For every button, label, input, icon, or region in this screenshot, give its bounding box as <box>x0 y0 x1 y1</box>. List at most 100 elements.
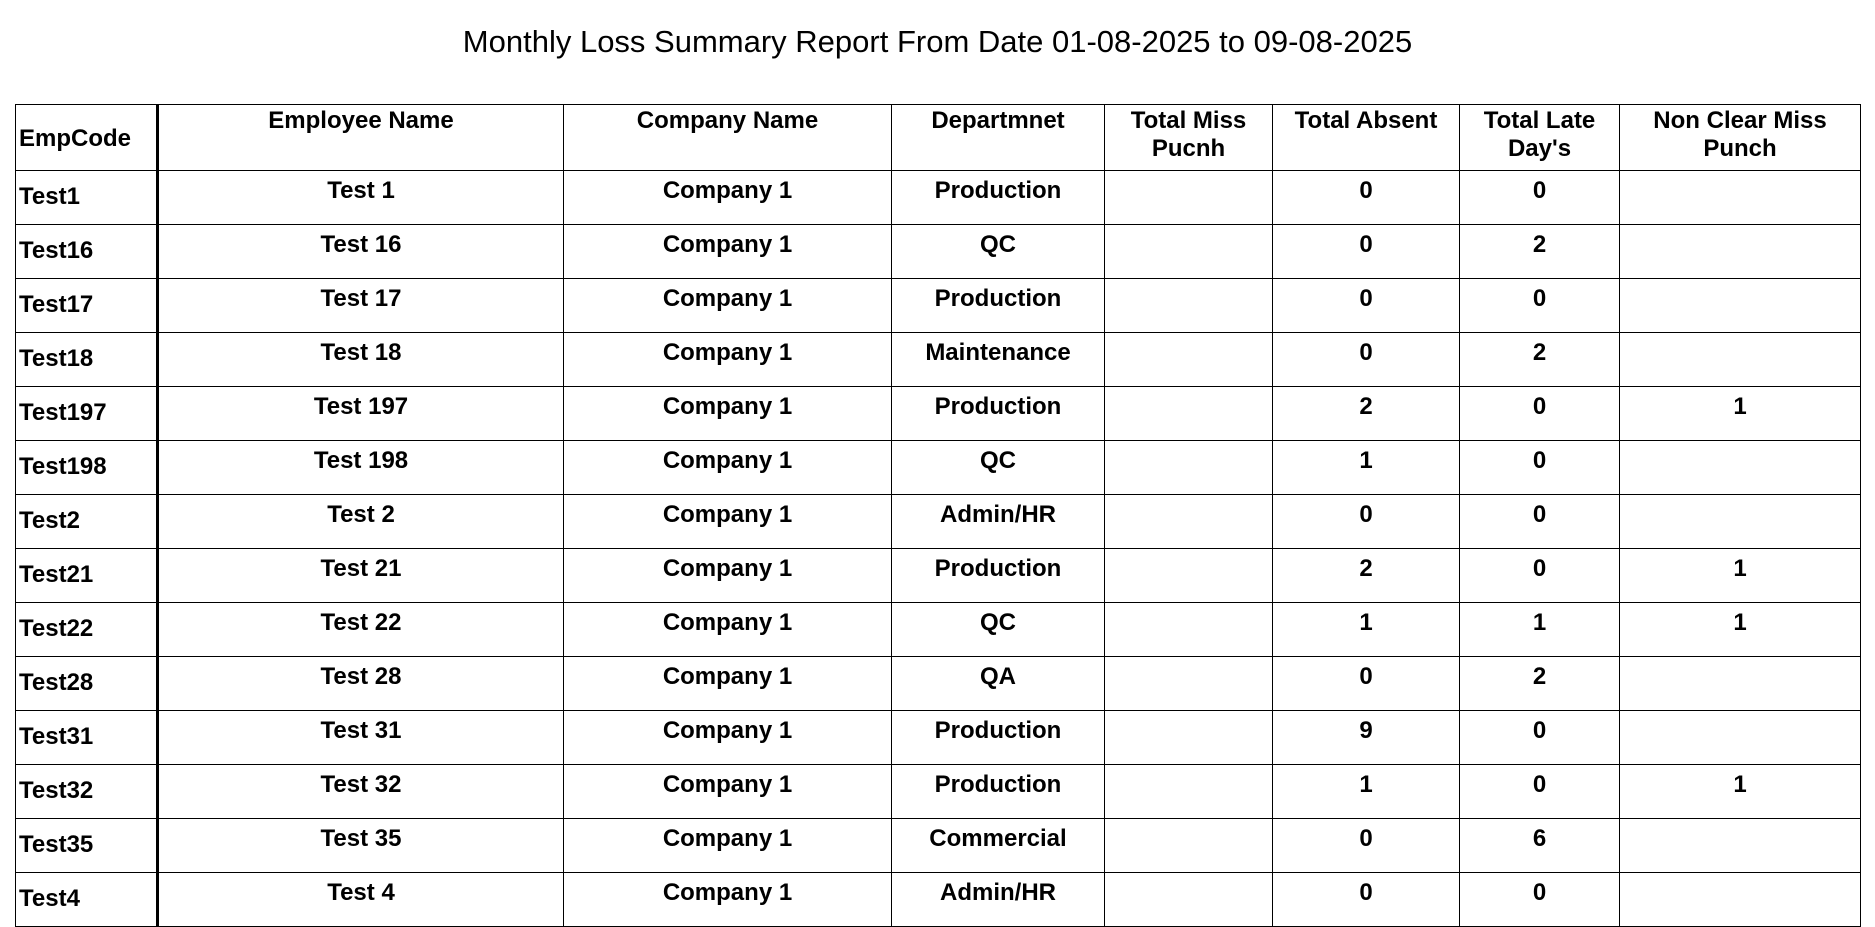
table-cell: Test 31 <box>157 710 564 765</box>
table-cell: Company 1 <box>563 602 892 657</box>
report-title: Monthly Loss Summary Report From Date 01… <box>462 24 1413 59</box>
table-cell <box>1104 602 1273 657</box>
table-cell: 6 <box>1459 818 1620 873</box>
table-row: Test21 Test 21 Company 1 Production 2 0 1 <box>15 548 1861 603</box>
table-cell: Company 1 <box>563 764 892 819</box>
column-header: Company Name <box>563 104 892 171</box>
table-cell: Test18 <box>15 332 159 387</box>
table-cell <box>1104 494 1273 549</box>
table-cell: Company 1 <box>563 278 892 333</box>
table-cell: Test 32 <box>157 764 564 819</box>
table-cell: 1 <box>1619 386 1861 441</box>
table-cell: 1 <box>1272 764 1460 819</box>
table-cell: Production <box>891 548 1105 603</box>
table-cell: 1 <box>1619 602 1861 657</box>
table-row: Test16 Test 16 Company 1 QC 0 2 <box>15 224 1861 279</box>
table-cell: 0 <box>1459 548 1620 603</box>
table-row: Test22 Test 22 Company 1 QC 1 1 1 <box>15 602 1861 657</box>
table-cell: Test22 <box>15 602 159 657</box>
table-cell <box>1619 710 1861 765</box>
table-row: Test197 Test 197 Company 1 Production 2 0 1 <box>15 386 1861 441</box>
table-cell <box>1104 818 1273 873</box>
table-cell <box>1104 170 1273 225</box>
table-cell: Test 21 <box>157 548 564 603</box>
table-cell: 0 <box>1272 494 1460 549</box>
table-cell: 0 <box>1272 332 1460 387</box>
table-cell <box>1104 386 1273 441</box>
table-cell: Test 2 <box>157 494 564 549</box>
table-cell: Test 18 <box>157 332 564 387</box>
table-cell: Test31 <box>15 710 159 765</box>
table-cell <box>1619 818 1861 873</box>
table-cell: 0 <box>1459 278 1620 333</box>
header-row: EmpCode Employee Name Company Name Departmn… <box>15 104 1861 171</box>
table-cell: Company 1 <box>563 332 892 387</box>
table-cell <box>1104 224 1273 279</box>
table-cell <box>1104 278 1273 333</box>
table-cell: Test 1 <box>157 170 564 225</box>
table-cell: Admin/HR <box>891 494 1105 549</box>
table-cell: 0 <box>1459 440 1620 495</box>
table-cell: 0 <box>1272 278 1460 333</box>
table-cell: 2 <box>1459 224 1620 279</box>
table-cell: Test16 <box>15 224 159 279</box>
table-row: Test2 Test 2 Company 1 Admin/HR 0 0 <box>15 494 1861 549</box>
table-cell: Test 28 <box>157 656 564 711</box>
table-cell: Test198 <box>15 440 159 495</box>
table-cell: Test17 <box>15 278 159 333</box>
table-cell <box>1619 170 1861 225</box>
table-cell: QA <box>891 656 1105 711</box>
table-cell: Test2 <box>15 494 159 549</box>
table-cell <box>1619 278 1861 333</box>
table-cell: 1 <box>1459 602 1620 657</box>
table-row: Test35 Test 35 Company 1 Commercial 0 6 <box>15 818 1861 873</box>
table-cell: 2 <box>1459 332 1620 387</box>
column-header: EmpCode <box>15 104 159 171</box>
table-cell: 9 <box>1272 710 1460 765</box>
table-cell: 2 <box>1272 548 1460 603</box>
table-cell: Production <box>891 278 1105 333</box>
table-cell: Company 1 <box>563 494 892 549</box>
table-cell: Test 197 <box>157 386 564 441</box>
table-cell: 2 <box>1459 656 1620 711</box>
table-cell: 0 <box>1272 818 1460 873</box>
table-cell: Test32 <box>15 764 159 819</box>
table-cell: Production <box>891 170 1105 225</box>
page: Monthly Loss Summary Report From Date 01… <box>15 24 1861 927</box>
table-cell: 0 <box>1459 764 1620 819</box>
table-cell: Commercial <box>891 818 1105 873</box>
table-cell: Test35 <box>15 818 159 873</box>
table-cell: Production <box>891 764 1105 819</box>
table-cell <box>1619 440 1861 495</box>
table-cell: 0 <box>1272 170 1460 225</box>
table-cell: Company 1 <box>563 170 892 225</box>
table-cell: Test28 <box>15 656 159 711</box>
table-cell: 0 <box>1459 710 1620 765</box>
table-cell: Company 1 <box>563 656 892 711</box>
table-cell: Test 22 <box>157 602 564 657</box>
table-cell: Test1 <box>15 170 159 225</box>
table-cell: Test 198 <box>157 440 564 495</box>
table-cell: 1 <box>1619 548 1861 603</box>
table-cell: 0 <box>1459 170 1620 225</box>
table-cell <box>1104 548 1273 603</box>
table-cell: Test 16 <box>157 224 564 279</box>
table-cell: Company 1 <box>563 224 892 279</box>
table-cell: QC <box>891 224 1105 279</box>
column-header: Total Late Day's <box>1459 104 1620 171</box>
table-cell <box>1104 440 1273 495</box>
table-row: Test18 Test 18 Company 1 Maintenance 0 2 <box>15 332 1861 387</box>
table-cell: Test 17 <box>157 278 564 333</box>
table-cell <box>1619 224 1861 279</box>
table-row: Test198 Test 198 Company 1 QC 1 0 <box>15 440 1861 495</box>
table-cell: Production <box>891 386 1105 441</box>
table-cell: Test197 <box>15 386 159 441</box>
table-cell: Test21 <box>15 548 159 603</box>
table-cell: 0 <box>1272 656 1460 711</box>
table-cell: Company 1 <box>563 710 892 765</box>
table-cell: 0 <box>1272 224 1460 279</box>
table-cell: Company 1 <box>563 548 892 603</box>
table-cell: Maintenance <box>891 332 1105 387</box>
table-cell <box>1104 656 1273 711</box>
report-table: EmpCode Employee Name Company Name Departmn… <box>15 104 1861 927</box>
